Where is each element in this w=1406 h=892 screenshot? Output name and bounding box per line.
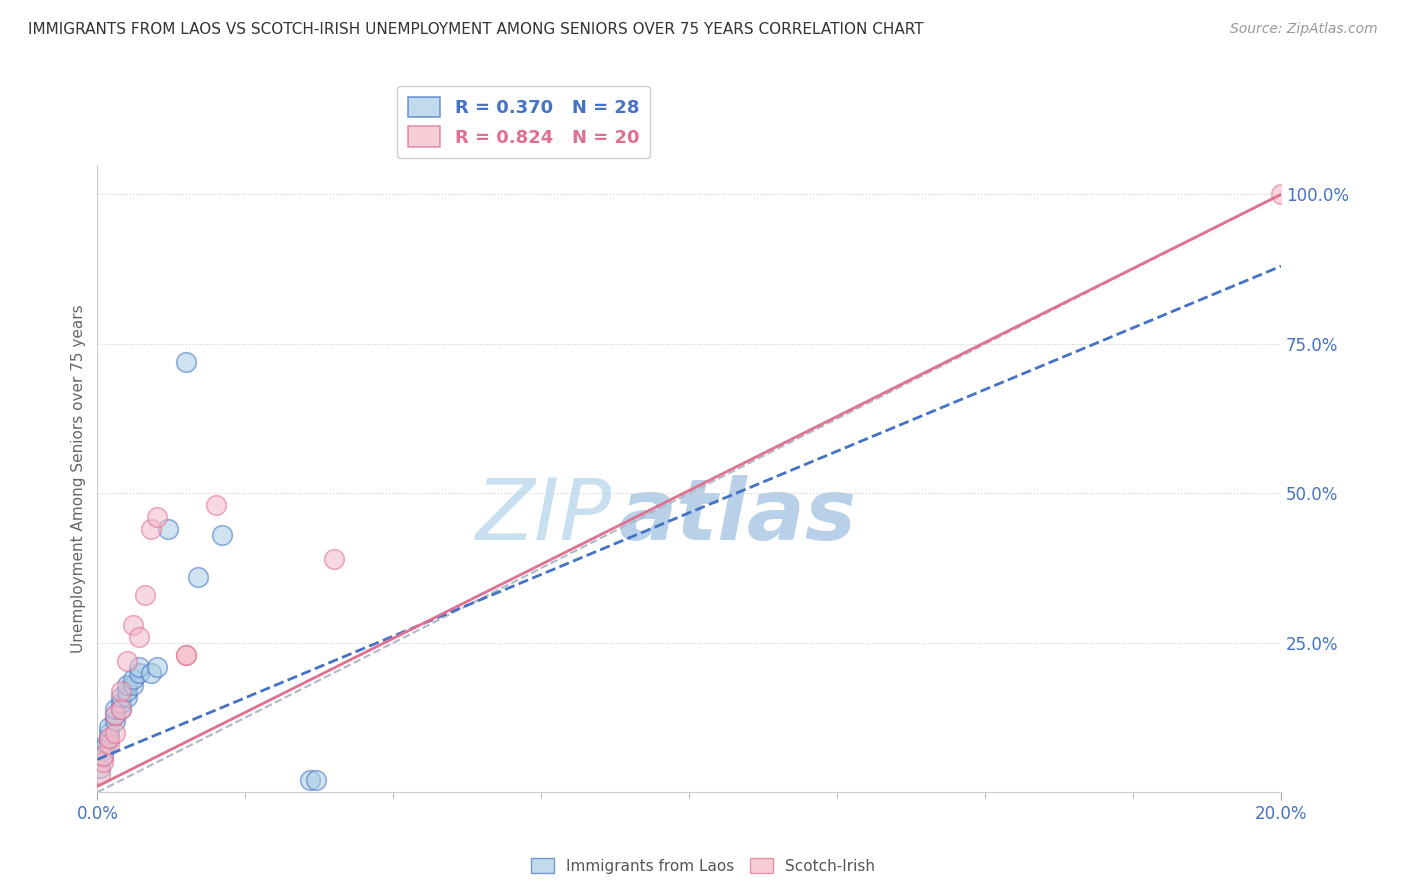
- Point: [98, 731, 121, 746]
- Point: [98, 719, 121, 733]
- Point: [115, 678, 138, 692]
- Point: [323, 552, 346, 566]
- Point: [110, 701, 132, 715]
- Point: [305, 773, 328, 788]
- Point: [89, 761, 111, 775]
- Point: [299, 773, 322, 788]
- Text: atlas: atlas: [619, 475, 856, 558]
- Point: [145, 659, 167, 673]
- Point: [91, 756, 114, 770]
- Point: [110, 701, 132, 715]
- Point: [104, 707, 127, 722]
- Point: [121, 678, 143, 692]
- Point: [157, 522, 180, 536]
- Point: [187, 570, 209, 584]
- Y-axis label: Unemployment Among Seniors over 75 years: Unemployment Among Seniors over 75 years: [72, 304, 86, 653]
- Point: [139, 522, 162, 536]
- Point: [110, 690, 132, 704]
- Point: [121, 672, 143, 686]
- Point: [115, 683, 138, 698]
- Point: [98, 731, 121, 746]
- Point: [104, 714, 127, 728]
- Point: [145, 510, 167, 524]
- Legend: Immigrants from Laos, Scotch-Irish: Immigrants from Laos, Scotch-Irish: [524, 852, 882, 880]
- Text: ZIP: ZIP: [477, 475, 612, 558]
- Point: [110, 696, 132, 710]
- Point: [121, 618, 143, 632]
- Point: [174, 648, 197, 662]
- Legend: R = 0.370   N = 28, R = 0.824   N = 20: R = 0.370 N = 28, R = 0.824 N = 20: [396, 86, 650, 158]
- Point: [104, 707, 127, 722]
- Point: [204, 499, 226, 513]
- Point: [91, 749, 114, 764]
- Text: IMMIGRANTS FROM LAOS VS SCOTCH-IRISH UNEMPLOYMENT AMONG SENIORS OVER 75 YEARS CO: IMMIGRANTS FROM LAOS VS SCOTCH-IRISH UNE…: [28, 22, 924, 37]
- Point: [139, 665, 162, 680]
- Point: [96, 738, 118, 752]
- Point: [174, 648, 197, 662]
- Point: [211, 528, 233, 542]
- Point: [104, 701, 127, 715]
- Text: Source: ZipAtlas.com: Source: ZipAtlas.com: [1230, 22, 1378, 37]
- Point: [128, 659, 150, 673]
- Point: [134, 588, 156, 602]
- Point: [128, 630, 150, 644]
- Point: [98, 725, 121, 739]
- Point: [115, 654, 138, 668]
- Point: [115, 690, 138, 704]
- Point: [98, 738, 121, 752]
- Point: [1270, 187, 1292, 202]
- Point: [128, 665, 150, 680]
- Point: [174, 355, 197, 369]
- Point: [91, 749, 114, 764]
- Point: [110, 683, 132, 698]
- Point: [104, 725, 127, 739]
- Point: [91, 743, 114, 757]
- Point: [89, 767, 111, 781]
